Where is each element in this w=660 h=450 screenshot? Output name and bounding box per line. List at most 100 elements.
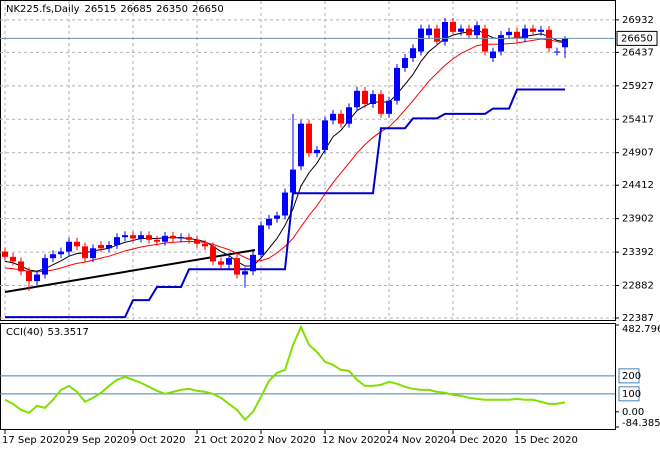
candle-body	[410, 48, 416, 59]
candle-body	[58, 251, 64, 255]
candle-body	[2, 251, 8, 257]
candle-body	[522, 28, 528, 39]
candle-body	[90, 248, 96, 259]
y-tick-label: 26932	[622, 15, 654, 26]
level-box	[618, 368, 640, 384]
candle-body	[490, 51, 496, 59]
candle-body	[450, 21, 456, 32]
candle-body	[498, 35, 504, 52]
cci-title: CCI(40)	[6, 327, 44, 338]
candle-body	[298, 123, 304, 167]
candle-body	[426, 28, 432, 36]
y-tick-label: 25927	[622, 81, 654, 92]
y-tick-label: 23392	[622, 247, 654, 258]
y-tick-label: 26437	[622, 47, 654, 58]
price-box	[616, 30, 658, 46]
ohlc-high: 26685	[120, 4, 152, 15]
candle-body	[474, 25, 480, 36]
candle-body	[322, 120, 328, 150]
y-tick-label: 22387	[622, 313, 654, 324]
candle-body	[226, 258, 232, 265]
candle-body	[354, 90, 360, 108]
candle-body	[394, 67, 400, 101]
candle-body	[66, 241, 72, 252]
candle-body	[306, 123, 312, 154]
cci-header: CCI(40) 53.3517	[6, 327, 89, 338]
x-tick-label: 24 Nov 2020	[386, 435, 450, 446]
candle-body	[442, 21, 448, 42]
candle-body	[138, 235, 144, 239]
x-tick-label: 2 Nov 2020	[258, 435, 316, 446]
candle-body	[242, 271, 248, 275]
candle-body	[466, 28, 472, 36]
candle-body	[74, 241, 80, 247]
candle-body	[434, 28, 440, 42]
y-tick-label: 25417	[622, 114, 654, 125]
candle-body	[266, 218, 272, 226]
candle-body	[418, 28, 424, 52]
cci-frame	[0, 323, 616, 430]
candle-body	[274, 215, 280, 219]
candle-body	[26, 271, 32, 282]
candle-body	[178, 237, 184, 239]
y-tick-label: 23902	[622, 214, 654, 225]
candle-body	[250, 254, 256, 272]
candle-body	[482, 28, 488, 52]
candle-body	[506, 31, 512, 36]
symbol: NK225.fs,Daily	[6, 4, 80, 15]
y-tick-label: 0.00	[622, 407, 644, 418]
candle-body	[370, 94, 376, 104]
x-tick-label: 21 Oct 2020	[194, 435, 256, 446]
candle-body	[562, 38, 568, 48]
candle-body	[314, 149, 320, 154]
candle-body	[546, 29, 552, 49]
candle-body	[386, 100, 392, 114]
candle-body	[402, 58, 408, 68]
y-tick-label: -84.3857	[622, 418, 660, 429]
x-tick-label: 29 Sep 2020	[66, 435, 129, 446]
indicator-line	[5, 88, 565, 319]
ohlc-low: 26350	[156, 4, 188, 15]
candle-body	[42, 258, 48, 275]
level-box	[618, 386, 640, 402]
candle-body	[330, 113, 336, 121]
x-tick-label: 17 Sep 2020	[2, 435, 65, 446]
candle-body	[34, 274, 40, 282]
candle-body	[362, 90, 368, 104]
y-tick-label: 200	[622, 371, 641, 382]
candle-body	[18, 261, 24, 272]
y-tick-label: 22882	[622, 281, 654, 292]
candle-body	[122, 235, 128, 238]
candle-body	[234, 258, 240, 275]
y-tick-label: 100	[622, 389, 641, 400]
x-tick-label: 9 Oct 2020	[130, 435, 185, 446]
candle-body	[10, 256, 16, 262]
candle-body	[530, 28, 536, 32]
cci-value: 53.3517	[47, 327, 88, 338]
y-tick-label: 24907	[622, 148, 654, 159]
candle-body	[146, 235, 152, 240]
ohlc-close: 26650	[192, 4, 224, 15]
candle-body	[554, 51, 560, 53]
candle-body	[186, 237, 192, 240]
candle-body	[282, 192, 288, 216]
candle-body	[98, 245, 104, 249]
candle-body	[458, 28, 464, 32]
x-tick-label: 15 Dec 2020	[514, 435, 578, 446]
candle-body	[290, 169, 296, 193]
candle-body	[538, 29, 544, 32]
cci-line	[4, 324, 566, 422]
candle-body	[130, 235, 136, 239]
candle-body	[194, 239, 200, 244]
candle-body	[106, 245, 112, 249]
candle-body	[154, 239, 160, 242]
candle-body	[50, 254, 56, 259]
candle-body	[114, 237, 120, 246]
candle-body	[378, 94, 384, 114]
x-tick-label: 12 Nov 2020	[322, 435, 386, 446]
header: NK225.fs,Daily 26515 26685 26350 26650	[6, 4, 224, 15]
candle-body	[170, 235, 176, 239]
candle-body	[162, 235, 168, 242]
candle-body	[218, 261, 224, 265]
